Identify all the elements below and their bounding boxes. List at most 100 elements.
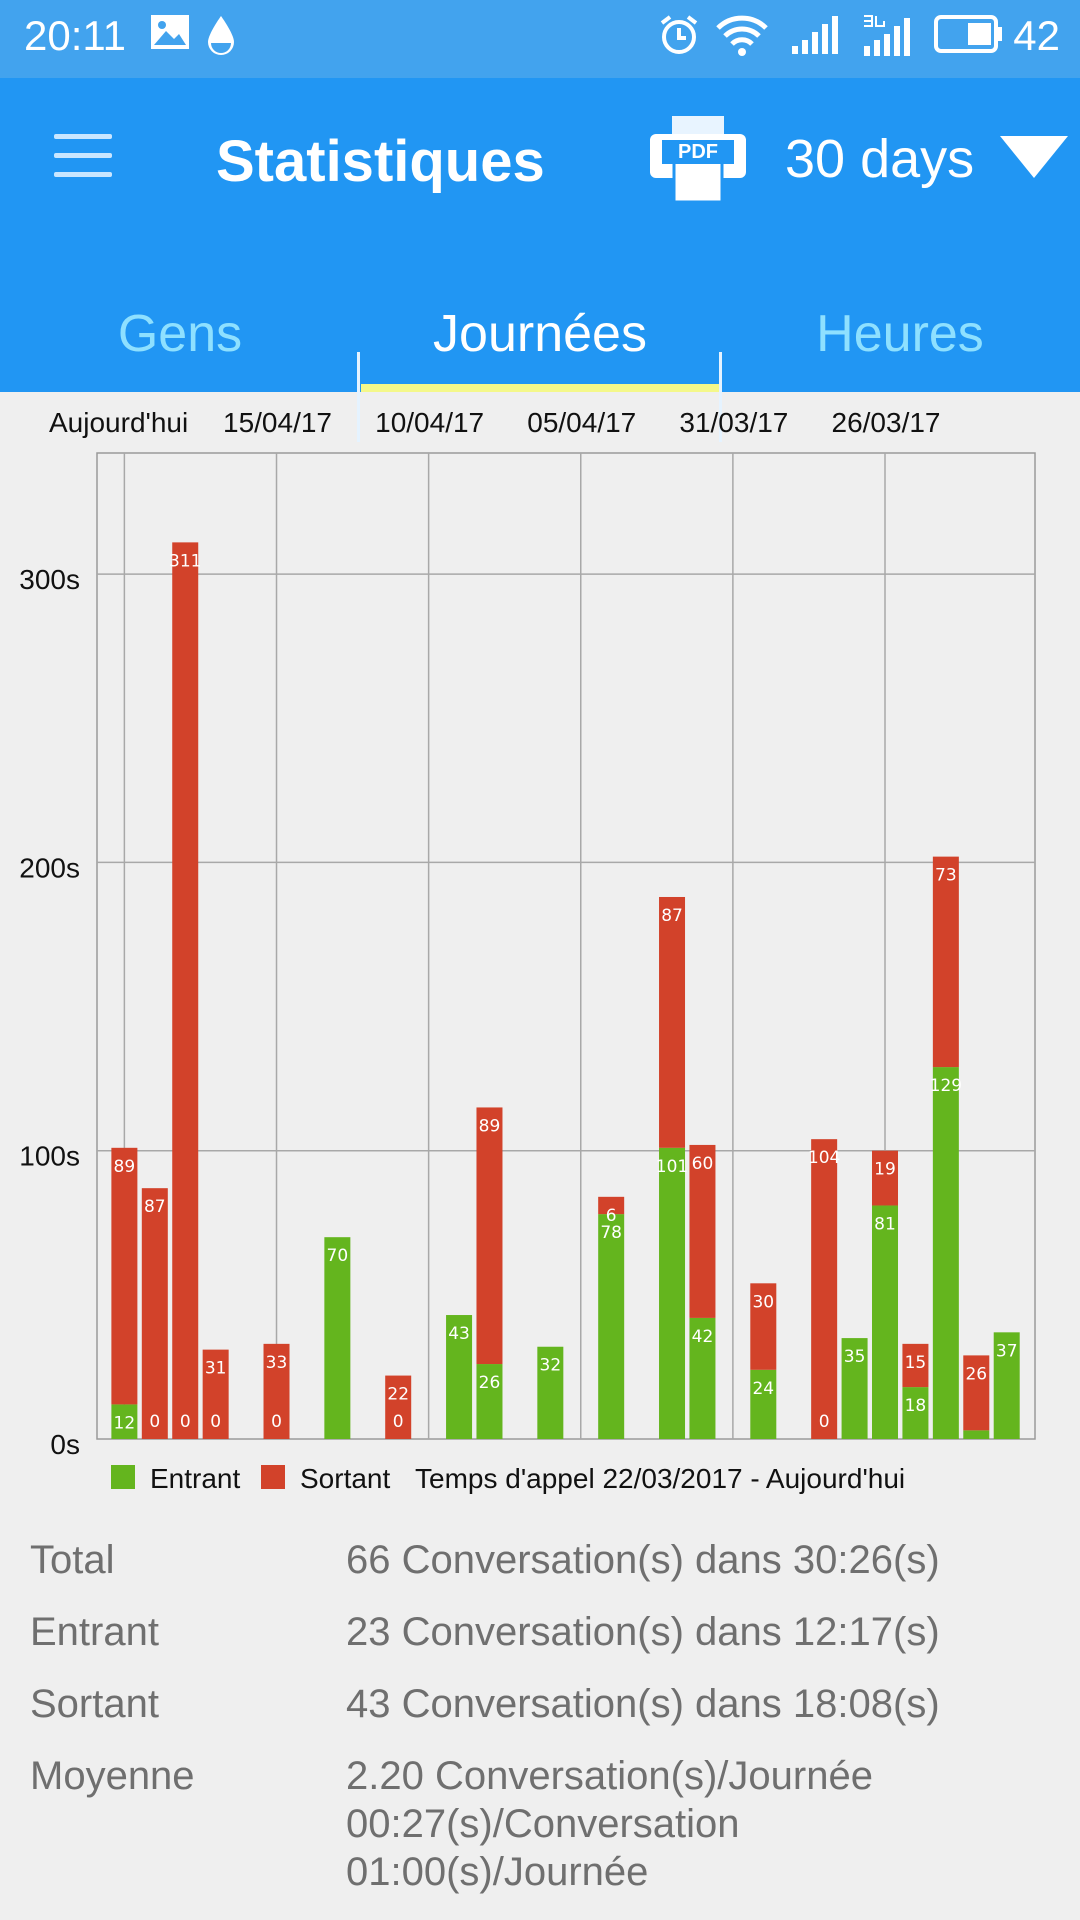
bar-label-sortant: 26 bbox=[965, 1364, 987, 1384]
bar-label-entrant: 129 bbox=[930, 1076, 962, 1096]
x-date-label: 26/03/17 bbox=[832, 407, 941, 438]
bar-entrant bbox=[902, 1387, 929, 1439]
chevron-down-icon[interactable] bbox=[1000, 136, 1068, 178]
chart-caption: Temps d'appel 22/03/2017 - Aujourd'hui bbox=[415, 1463, 905, 1494]
bar-entrant bbox=[993, 1332, 1020, 1439]
stat-value-line: 2.20 Conversation(s)/Journée bbox=[346, 1754, 873, 1798]
bar-entrant bbox=[963, 1430, 990, 1439]
bar-sortant bbox=[689, 1144, 716, 1318]
bar-sortant bbox=[902, 1343, 929, 1388]
stat-value: 43 Conversation(s) dans 18:08(s) bbox=[346, 1680, 1046, 1728]
legend-sortant: Sortant bbox=[300, 1463, 390, 1494]
bar-label-sortant: 89 bbox=[114, 1157, 136, 1177]
drop-icon bbox=[208, 16, 234, 55]
tab-heures[interactable]: Heures bbox=[816, 305, 984, 363]
bar-label-sortant: 33 bbox=[266, 1353, 288, 1373]
bar-entrant bbox=[598, 1214, 625, 1439]
bar-label-sortant: 73 bbox=[935, 866, 957, 886]
bar-entrant bbox=[324, 1237, 351, 1439]
stat-label: Entrant bbox=[30, 1610, 159, 1654]
bar-label-sortant: 6 bbox=[606, 1206, 617, 1226]
stat-value: 2.20 Conversation(s)/Journée 00:27(s)/Con… bbox=[346, 1752, 1046, 1896]
bar-label-entrant: 24 bbox=[752, 1379, 774, 1399]
bar-sortant bbox=[598, 1196, 625, 1215]
pdf-print-icon[interactable]: PDF bbox=[648, 114, 748, 204]
bar-label-sortant: 87 bbox=[661, 906, 683, 926]
stat-value-line: 01:00(s)/Journée bbox=[346, 1850, 649, 1894]
bar-entrant bbox=[446, 1315, 473, 1439]
image-icon bbox=[151, 15, 189, 49]
tab-gens[interactable]: Gens bbox=[117, 305, 243, 363]
bar-sortant bbox=[811, 1139, 838, 1439]
bar-label-entrant: 42 bbox=[692, 1327, 714, 1347]
bar-label-sortant: 30 bbox=[752, 1292, 774, 1312]
bar-sortant bbox=[111, 1147, 138, 1405]
bar-label-entrant: 18 bbox=[905, 1396, 927, 1416]
battery-icon bbox=[934, 15, 1002, 53]
stat-label: Total bbox=[30, 1538, 115, 1582]
y-tick-label: 300s bbox=[19, 564, 80, 595]
bar-entrant bbox=[111, 1404, 138, 1439]
tab-bar: Gens Journées Heures bbox=[0, 274, 1080, 442]
bar-sortant bbox=[659, 896, 686, 1148]
bar-label-entrant: 43 bbox=[448, 1324, 470, 1344]
tab-indicator bbox=[361, 384, 719, 392]
app-bar: Statistiques PDF 30 days Gens Journées H… bbox=[0, 78, 1080, 442]
signal-icon bbox=[792, 16, 838, 54]
signal-3g-icon bbox=[864, 15, 910, 56]
bar-label-entrant: 26 bbox=[479, 1373, 501, 1393]
bar-entrant bbox=[537, 1346, 564, 1439]
bar-entrant bbox=[750, 1369, 777, 1439]
y-tick-label: 200s bbox=[19, 852, 80, 883]
legend-entrant: Entrant bbox=[150, 1463, 240, 1494]
bar-entrant bbox=[932, 1067, 959, 1439]
bar-label-sortant: 104 bbox=[808, 1148, 840, 1168]
bar-sortant bbox=[141, 1188, 168, 1439]
y-tick-label: 0s bbox=[50, 1429, 80, 1460]
bar-sortant bbox=[202, 1349, 229, 1439]
bar-chart: 0s 100s 200s 300s Aujourd'hui 15/04/17 10/04/1… bbox=[19, 407, 1036, 1494]
bar-label-entrant: 37 bbox=[996, 1341, 1018, 1361]
legend-swatch-sortant bbox=[261, 1465, 285, 1489]
bar-label-sortant: 15 bbox=[905, 1353, 927, 1373]
tab-divider bbox=[719, 352, 722, 442]
bar-label-entrant: 70 bbox=[327, 1246, 349, 1266]
bar-sortant bbox=[750, 1283, 777, 1370]
bar-entrant bbox=[841, 1338, 868, 1439]
bar-entrant bbox=[476, 1364, 503, 1439]
bar-label-sortant: 89 bbox=[479, 1116, 501, 1136]
stat-label: Sortant bbox=[30, 1682, 159, 1726]
status-time: 20:11 bbox=[24, 12, 126, 59]
bar-sortant bbox=[932, 856, 959, 1068]
battery-level: 42 bbox=[1013, 12, 1060, 59]
range-selector[interactable]: 30 days bbox=[785, 129, 975, 189]
bar-label-sortant: 19 bbox=[874, 1160, 896, 1180]
chart-container: 0s 100s 200s 300s Aujourd'hui 15/04/17 10/04/1… bbox=[0, 392, 1080, 1522]
tab-journees[interactable]: Journées bbox=[433, 305, 647, 363]
bar-label-entrant: 78 bbox=[600, 1223, 622, 1243]
bar-sortant bbox=[385, 1375, 412, 1439]
x-date-label: Aujourd'hui bbox=[49, 407, 188, 438]
stat-value-line: 00:27(s)/Conversation bbox=[346, 1802, 740, 1846]
alarm-icon bbox=[660, 15, 698, 54]
bar-label-entrant: 0 bbox=[180, 1412, 191, 1432]
bar-label-sortant: 22 bbox=[387, 1385, 409, 1405]
status-bar: 20:11 42 bbox=[0, 0, 1080, 78]
bar-label-sortant: 31 bbox=[205, 1359, 227, 1379]
stat-value-line: 43 Conversation(s) dans 18:08(s) bbox=[346, 1682, 940, 1726]
bar-label-entrant: 0 bbox=[819, 1412, 830, 1432]
bar-sortant bbox=[963, 1355, 990, 1431]
stat-label: Moyenne bbox=[30, 1754, 195, 1798]
menu-icon[interactable] bbox=[54, 134, 112, 180]
wifi-icon bbox=[716, 15, 768, 56]
bar-entrant bbox=[659, 1147, 686, 1439]
bar-entrant bbox=[689, 1317, 716, 1439]
x-date-label: 05/04/17 bbox=[527, 407, 636, 438]
page-title: Statistiques bbox=[216, 129, 545, 194]
bar-label-sortant: 311 bbox=[169, 551, 201, 571]
bar-label-entrant: 0 bbox=[210, 1412, 221, 1432]
x-date-label: 10/04/17 bbox=[375, 407, 484, 438]
x-date-label: 15/04/17 bbox=[223, 407, 332, 438]
pdf-label: PDF bbox=[678, 141, 718, 163]
bar-entrant bbox=[872, 1205, 899, 1439]
